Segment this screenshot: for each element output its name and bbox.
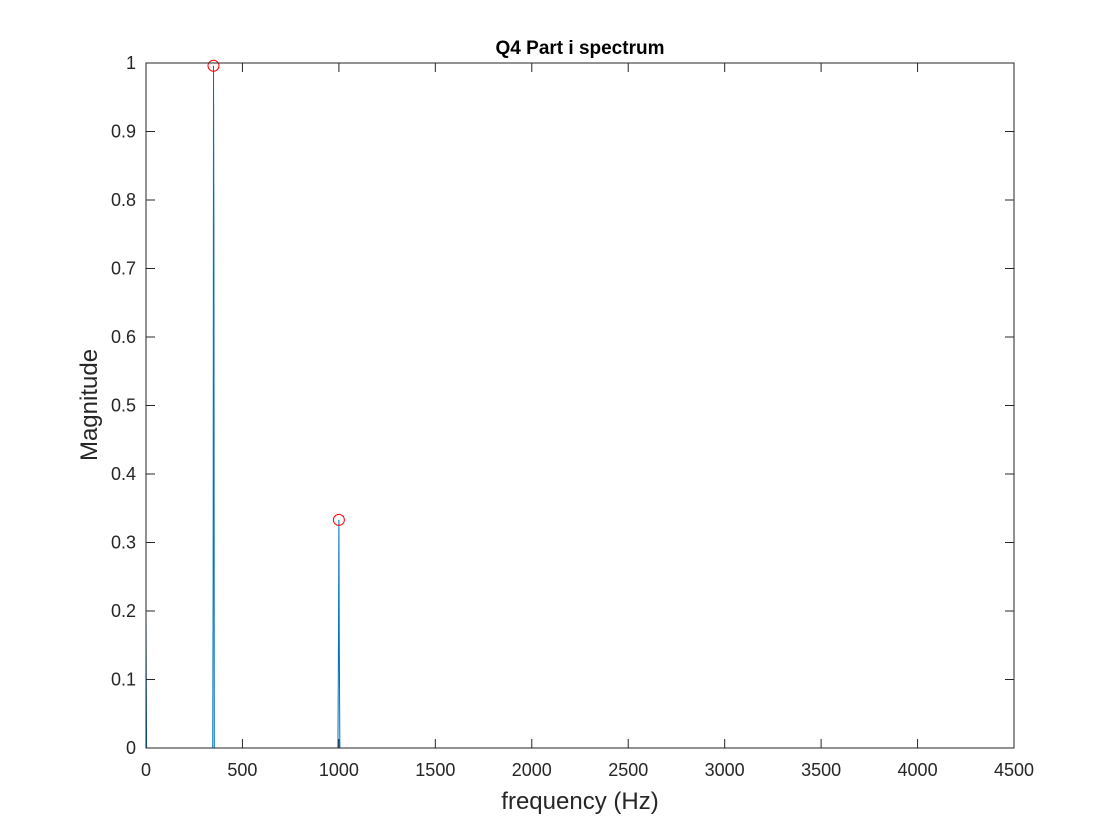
x-tick-label: 0 [141, 760, 151, 780]
y-tick-label: 0.8 [111, 190, 136, 210]
chart-title: Q4 Part i spectrum [496, 38, 665, 59]
plot-area [146, 63, 1014, 748]
x-tick-label: 1000 [319, 760, 359, 780]
y-tick-label: 0.6 [111, 327, 136, 347]
x-tick-label: 2000 [512, 760, 552, 780]
y-tick-label: 0.7 [111, 259, 136, 279]
y-tick-label: 0.2 [111, 601, 136, 621]
x-tick-label: 3500 [801, 760, 841, 780]
x-tick-label: 1500 [415, 760, 455, 780]
x-tick-label: 4000 [898, 760, 938, 780]
y-tick-label: 0.4 [111, 464, 136, 484]
x-tick-label: 4500 [994, 760, 1034, 780]
peak-marker [207, 59, 220, 72]
x-tick-label: 2500 [608, 760, 648, 780]
x-axis-label: frequency (Hz) [501, 788, 658, 815]
peak-marker [332, 513, 345, 526]
y-tick-label: 0.1 [111, 670, 136, 690]
y-tick-label: 1 [126, 53, 136, 73]
y-axis-ticks: 0 0.1 0.2 0.3 0.4 0.5 0.6 0.7 0.8 0.9 1 [111, 53, 1014, 758]
y-tick-label: 0 [126, 738, 136, 758]
marker-layer [207, 59, 345, 526]
y-tick-label: 0.5 [111, 396, 136, 416]
x-axis-ticks: 0 500 1000 1500 2000 2500 3000 3500 4000 4500 [141, 63, 1034, 780]
x-tick-label: 500 [227, 760, 257, 780]
y-tick-label: 0.3 [111, 533, 136, 553]
y-tick-label: 0.9 [111, 122, 136, 142]
x-tick-label: 3000 [705, 760, 745, 780]
y-axis-label: Magnitude [76, 349, 103, 461]
